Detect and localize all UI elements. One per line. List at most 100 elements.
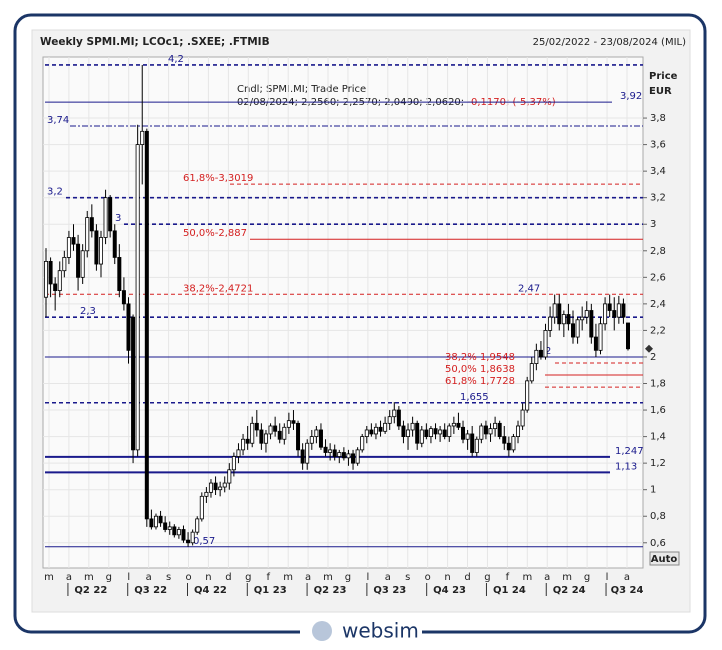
candle-body	[396, 409, 401, 427]
level-label: 2,3	[80, 306, 96, 317]
level-label: 1,655	[460, 392, 489, 403]
date-range: 25/02/2022 - 23/08/2024 (MIL)	[533, 37, 686, 48]
chart-title: Weekly SPMI.MI; LCOc1; .SXEE; .FTMIB	[40, 36, 270, 48]
candle-body	[465, 433, 470, 440]
y-tick-label: 0,8	[650, 511, 666, 522]
candle-body	[296, 422, 301, 451]
quarter-label: Q3 22	[134, 585, 167, 596]
candle-body	[208, 482, 213, 493]
candle-body	[557, 303, 562, 325]
candle-body	[250, 422, 255, 444]
quarter-label: Q4 22	[194, 585, 227, 596]
candle-body	[538, 349, 543, 358]
month-label: m	[522, 572, 532, 583]
candle-body	[323, 446, 328, 453]
candle-body	[451, 422, 456, 427]
candle-body	[268, 425, 273, 435]
candle-body	[378, 426, 383, 432]
candle-body	[497, 422, 502, 437]
candle-body	[108, 197, 113, 232]
level-label: 3,92	[620, 91, 642, 102]
candle-body	[442, 429, 447, 437]
month-label: d	[225, 572, 231, 583]
month-label: l	[127, 572, 130, 583]
month-label: f	[266, 572, 270, 583]
quarter-label: Q3 24	[611, 585, 644, 596]
candle-body	[603, 303, 608, 325]
candle-body	[438, 429, 443, 435]
candle-body	[428, 428, 433, 437]
month-label: n	[444, 572, 450, 583]
candle-body	[483, 425, 488, 435]
auto-label[interactable]: Auto	[651, 554, 678, 565]
quarter-label: Q2 23	[314, 585, 347, 596]
y-tick-label: 1	[650, 485, 656, 496]
auto-button[interactable]	[649, 551, 680, 566]
y-tick-label: 2,8	[650, 246, 666, 257]
candle-body	[66, 237, 71, 258]
y-tick-label: 2	[650, 352, 656, 363]
last-price-marker	[645, 344, 653, 353]
candle-body	[195, 518, 200, 533]
candle-body	[318, 429, 323, 448]
candle-body	[282, 426, 287, 440]
candle-body	[511, 436, 516, 451]
candle-body	[520, 409, 525, 427]
candle-body	[580, 316, 585, 321]
candle-body	[94, 230, 99, 265]
level-label: 50,0% 1,8638	[445, 364, 515, 375]
plot-area	[42, 56, 644, 569]
candle-body	[561, 314, 566, 325]
level-label: 0,57	[193, 536, 215, 547]
candle-body	[593, 336, 598, 351]
candle-body	[263, 433, 268, 444]
candle-body	[62, 257, 67, 272]
logo: websim	[300, 619, 422, 644]
quarter-label: Q2 24	[553, 585, 586, 596]
level-label: 2	[545, 346, 551, 357]
month-label: g	[584, 572, 590, 583]
candle-body	[571, 323, 576, 338]
candle-body	[213, 482, 218, 491]
month-label: m	[323, 572, 333, 583]
candle-body	[337, 452, 342, 457]
candle-body	[140, 130, 145, 145]
y-tick-label: 3,2	[650, 193, 666, 204]
month-label: a	[544, 572, 550, 583]
month-label: n	[205, 572, 211, 583]
logo-icon	[312, 621, 332, 641]
level-label: 3,74	[47, 115, 69, 126]
level-label: 1,13	[615, 461, 637, 472]
candle-body	[529, 363, 534, 382]
quarter-label: Q2 22	[74, 585, 107, 596]
month-label: s	[405, 572, 410, 583]
month-label: g	[484, 572, 490, 583]
candle-body	[488, 428, 493, 435]
candle-body	[231, 456, 236, 471]
y-tick-label: 2,4	[650, 299, 666, 310]
candle-body	[419, 429, 424, 444]
candle-body	[406, 429, 411, 437]
month-label: m	[84, 572, 94, 583]
candle-body	[410, 422, 415, 431]
month-label: a	[305, 572, 311, 583]
month-label: l	[366, 572, 369, 583]
candle-body	[222, 482, 227, 488]
level-label: 61,8% 1,7728	[445, 376, 515, 387]
candle-body	[291, 420, 296, 424]
candle-body	[241, 438, 246, 451]
candle-body	[552, 303, 557, 318]
candle-body	[176, 529, 181, 536]
level-label: 2,47	[518, 284, 540, 295]
candle-body	[607, 303, 612, 311]
y-tick-label: 3,6	[650, 140, 666, 151]
axis-unit: EUR	[649, 86, 672, 97]
month-label: l	[606, 572, 609, 583]
axis-title: Price	[649, 71, 678, 82]
month-label: g	[245, 572, 251, 583]
y-tick-label: 1,4	[650, 432, 666, 443]
candle-body	[181, 529, 186, 541]
month-label: a	[385, 572, 391, 583]
candle-body	[163, 522, 168, 530]
candle-body	[548, 316, 553, 331]
